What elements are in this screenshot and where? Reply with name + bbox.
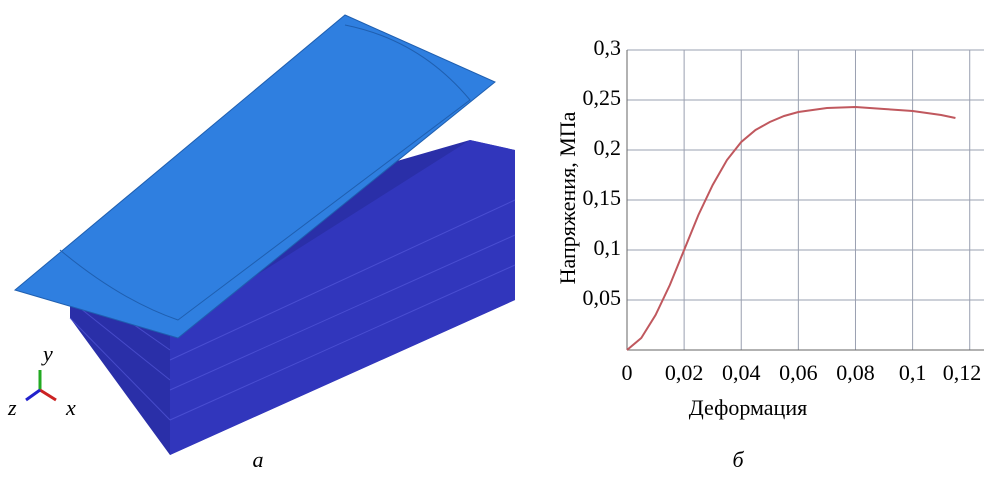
x-tick-label: 0 [622, 360, 633, 385]
x-tick-label: 0,06 [779, 360, 818, 385]
axis-y-label: y [41, 341, 53, 366]
axis-z-label: z [7, 395, 17, 420]
page: y z x а б 0,05 0,1 0,15 0,2 0,25 0,3 0 0,02 0,04… [0, 0, 984, 491]
y-tick-label: 0,3 [594, 35, 622, 60]
plot: 0,05 0,1 0,15 0,2 0,25 0,3 0 0,02 0,04 0,06 0,08 0,… [583, 35, 984, 385]
figure: y z x а б 0,05 0,1 0,15 0,2 0,25 0,3 0 0,02 0,04… [0, 0, 984, 491]
x-tick-label: 0,04 [722, 360, 761, 385]
y-tick-label: 0,15 [583, 185, 622, 210]
axis-x-label: x [65, 395, 76, 420]
x-axis-title: Деформация [689, 395, 807, 420]
y-tick-label: 0,1 [594, 235, 622, 260]
model-view: y z x [7, 15, 515, 455]
caption-left: а [253, 447, 264, 472]
caption-right: б [732, 447, 744, 472]
x-tick-label: 0,1 [899, 360, 927, 385]
y-tick-label: 0,2 [594, 135, 622, 160]
y-tick-label: 0,25 [583, 85, 622, 110]
axis-z-arrow [26, 390, 40, 400]
y-tick-label: 0,05 [583, 285, 622, 310]
axis-x-arrow [40, 390, 56, 400]
y-axis-title: Напряжения, МПа [555, 111, 580, 284]
x-tick-label: 0,08 [836, 360, 875, 385]
x-tick-label: 0,12 [943, 360, 982, 385]
x-tick-label: 0,02 [665, 360, 704, 385]
